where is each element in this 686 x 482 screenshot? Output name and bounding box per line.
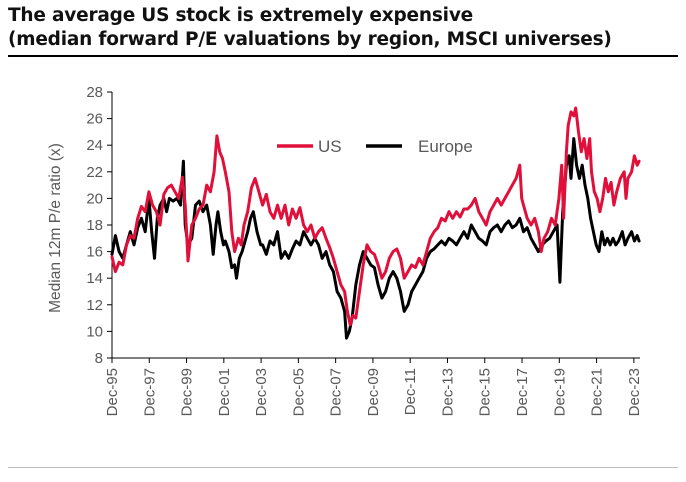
y-tick-label: 22: [86, 164, 103, 181]
title-divider: [8, 55, 678, 57]
y-tick-label: 28: [86, 84, 103, 101]
x-axis: Dec-95 Dec-97 Dec-99 Dec-01 Dec-03 Dec-05 Dec-…: [104, 357, 643, 416]
x-tick-label: Dec-19: [551, 368, 568, 416]
y-tick-label: 8: [95, 350, 103, 367]
x-tick-label: Dec-99: [179, 368, 196, 416]
y-tick-label: 18: [86, 217, 103, 234]
x-tick-label: Dec-21: [589, 368, 606, 416]
series-line-us: [110, 106, 641, 327]
x-tick-label: Dec-11: [402, 368, 419, 415]
y-tick-label: 12: [86, 297, 103, 314]
x-tick-label: Dec-97: [141, 368, 158, 416]
x-tick-label: Dec-13: [439, 368, 456, 416]
x-tick-label: Dec-95: [104, 368, 121, 416]
legend: US Europe: [277, 137, 473, 156]
y-tick-label: 26: [86, 111, 103, 128]
x-tick-label: Dec-23: [626, 368, 643, 416]
legend-label-us: US: [318, 137, 342, 156]
y-axis: 8 10 12 14 16 18 20 22 24 26 28: [86, 84, 113, 367]
x-tick-label: Dec-05: [290, 368, 307, 416]
x-tick-label: Dec-01: [216, 368, 233, 416]
chart-title-line-1: The average US stock is extremely expens…: [8, 5, 474, 26]
legend-label-europe: Europe: [418, 137, 473, 156]
chart-title-line-2: (median forward P/E valuations by region…: [8, 29, 612, 50]
y-tick-label: 24: [86, 137, 103, 154]
x-tick-label: Dec-09: [365, 368, 382, 416]
y-tick-label: 10: [86, 323, 103, 340]
y-tick-label: 14: [86, 270, 103, 287]
y-tick-label: 20: [86, 190, 103, 207]
chart-title: The average US stock is extremely expens…: [8, 4, 678, 52]
y-axis-title: Median 12m P/e ratio (x): [47, 143, 64, 313]
x-tick-label: Dec-17: [514, 368, 531, 416]
y-tick-label: 16: [86, 244, 103, 261]
x-tick-label: Dec-03: [253, 368, 270, 416]
series-layer: [110, 106, 641, 340]
x-tick-label: Dec-07: [328, 368, 345, 416]
x-tick-label: Dec-15: [477, 368, 494, 416]
footer-divider: [8, 467, 678, 468]
